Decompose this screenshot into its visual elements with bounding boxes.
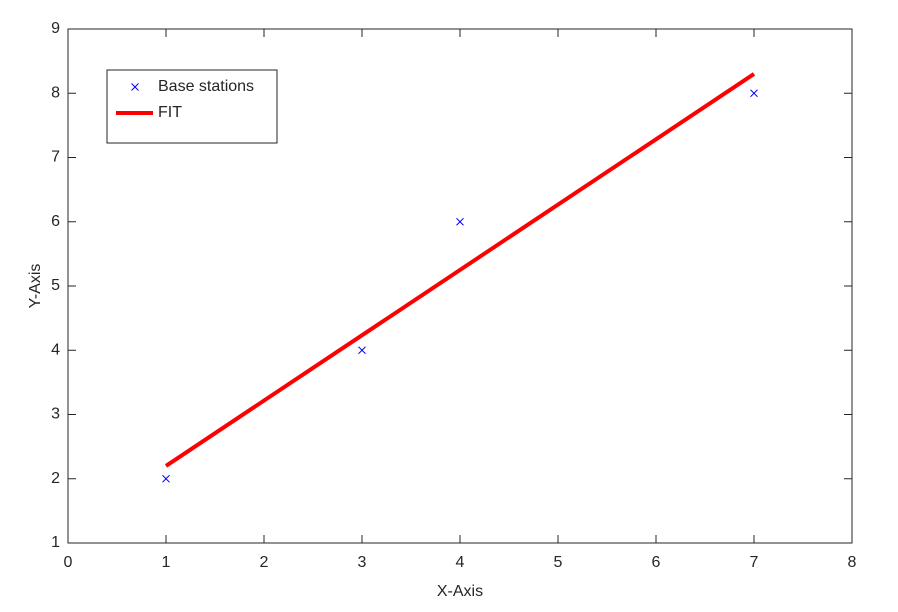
- marker: [358, 346, 366, 355]
- marker: [456, 217, 464, 226]
- x-tick-label: 2: [260, 554, 269, 571]
- y-tick-label: 9: [51, 20, 60, 37]
- legend-label: Base stations: [158, 78, 254, 95]
- legend-label: FIT: [158, 104, 182, 121]
- legend-marker: [131, 83, 139, 91]
- y-tick-label: 3: [51, 406, 60, 423]
- legend-box: [106, 69, 278, 144]
- fit-line: [164, 72, 756, 468]
- x-tick-label: 8: [848, 554, 857, 571]
- marker: [750, 89, 758, 98]
- x-tick-label: 3: [358, 554, 367, 571]
- y-tick-label: 4: [51, 341, 60, 358]
- x-tick-label: 4: [456, 554, 465, 571]
- x-axis-label: X-Axis: [437, 583, 483, 600]
- x-tick-label: 5: [554, 554, 563, 571]
- y-axis-label: Y-Axis: [27, 264, 44, 309]
- x-tick-label: 7: [750, 554, 759, 571]
- y-tick-label: 6: [51, 213, 60, 230]
- y-tick-label: 7: [51, 149, 60, 166]
- y-tick-label: 2: [51, 470, 60, 487]
- x-tick-label: 1: [162, 554, 171, 571]
- marker: [162, 474, 170, 483]
- x-tick-label: 0: [64, 554, 73, 571]
- y-tick-label: 5: [51, 277, 60, 294]
- y-tick-label: 1: [51, 534, 60, 551]
- x-tick-label: 6: [652, 554, 661, 571]
- y-tick-label: 8: [51, 84, 60, 101]
